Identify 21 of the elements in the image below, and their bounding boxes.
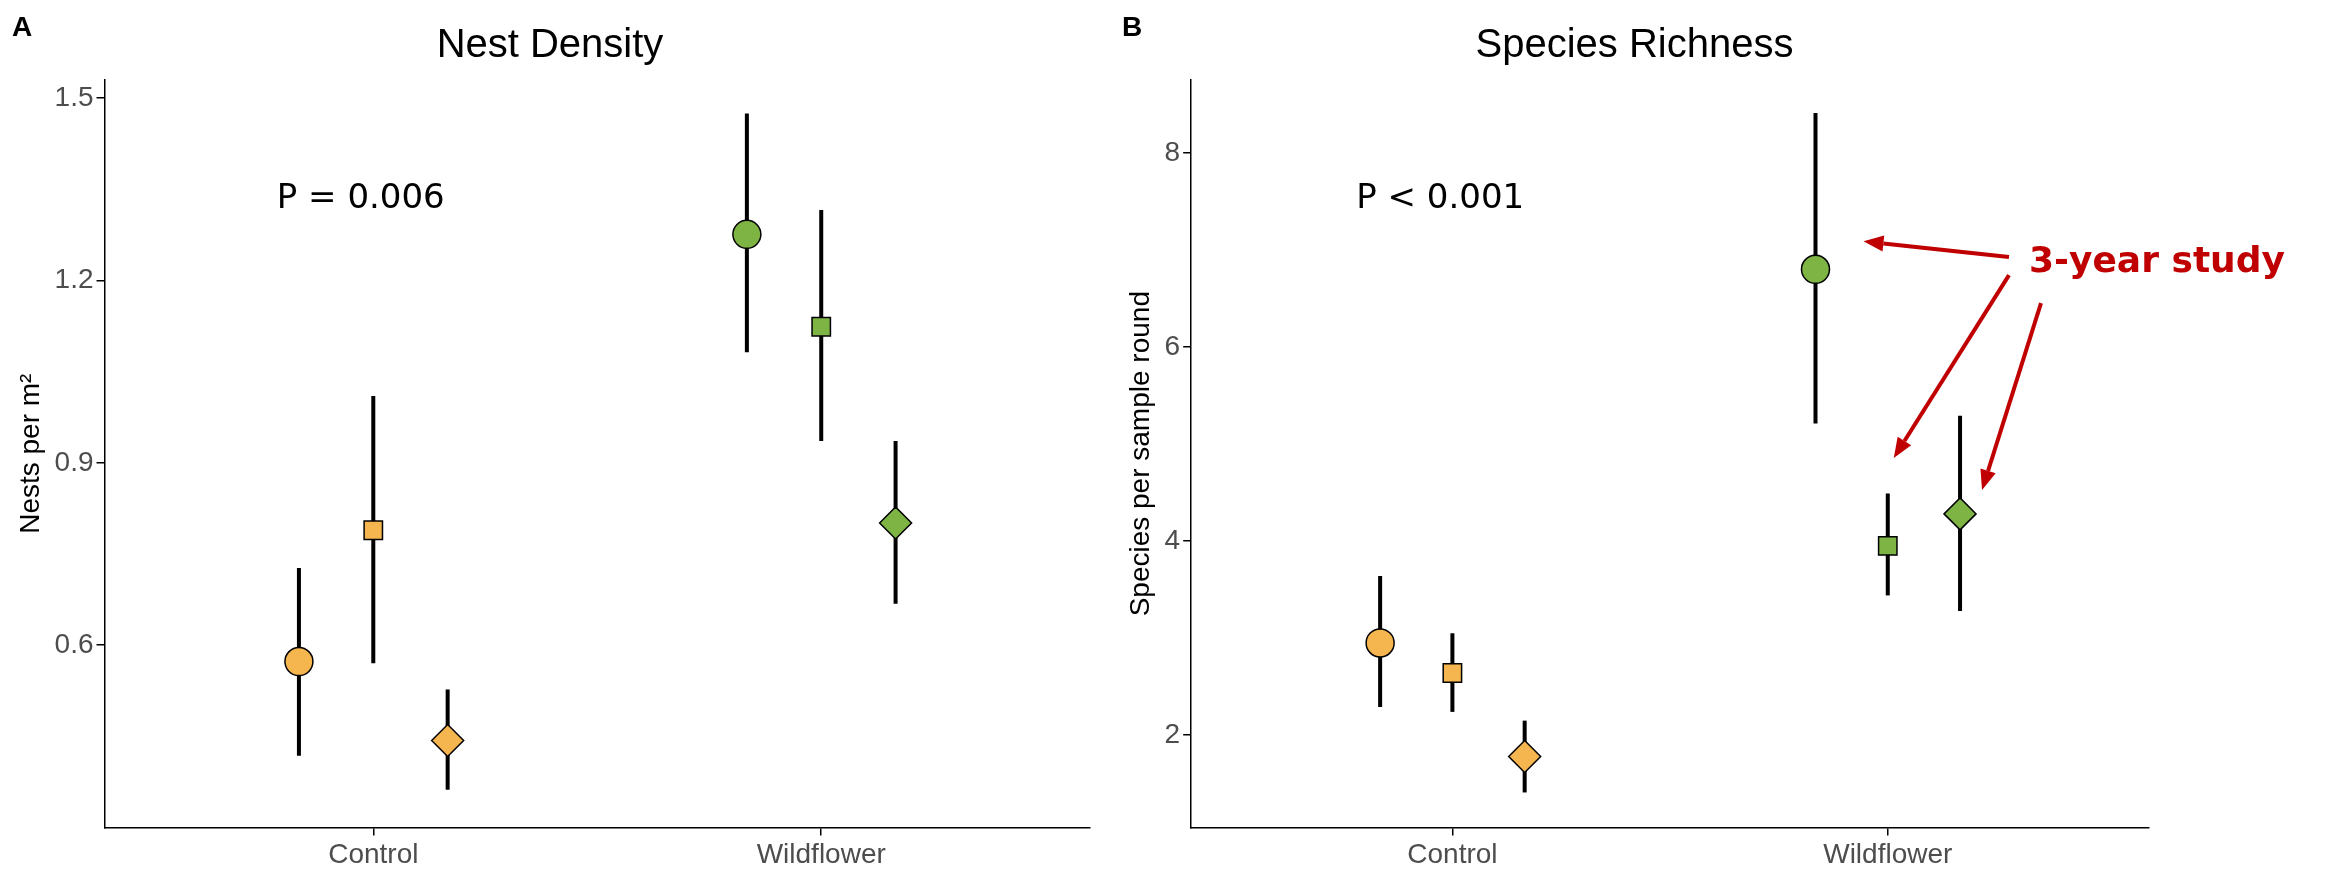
x-tick-label: Wildflower [1823,837,1953,869]
y-axis-title: Nests per m² [13,373,45,534]
y-tick-label: 4 [1164,523,1181,555]
y-tick-label: 1.2 [54,263,94,295]
x-tick-label: Control [1407,837,1498,869]
annotation: P = 0.006 [276,176,445,217]
y-tick-label: 0.6 [54,627,94,659]
y-tick-label: 1.5 [54,80,94,112]
text: B [1122,10,1143,42]
y-tick-label: 8 [1164,135,1181,167]
annotation: P < 0.001 [1356,176,1525,217]
annotation: 3-year study [2029,239,2285,281]
x-tick-label: Wildflower [756,837,886,869]
chart-title: Species Richness [1475,21,1794,66]
text: A [12,10,33,42]
y-tick-label: 6 [1164,329,1181,361]
chart-title: Nest Density [436,21,664,66]
x-tick-label: Control [328,837,419,869]
y-axis-title: Species per sample round [1123,291,1155,617]
y-tick-label: 2 [1164,717,1181,749]
y-tick-label: 0.9 [54,445,94,477]
